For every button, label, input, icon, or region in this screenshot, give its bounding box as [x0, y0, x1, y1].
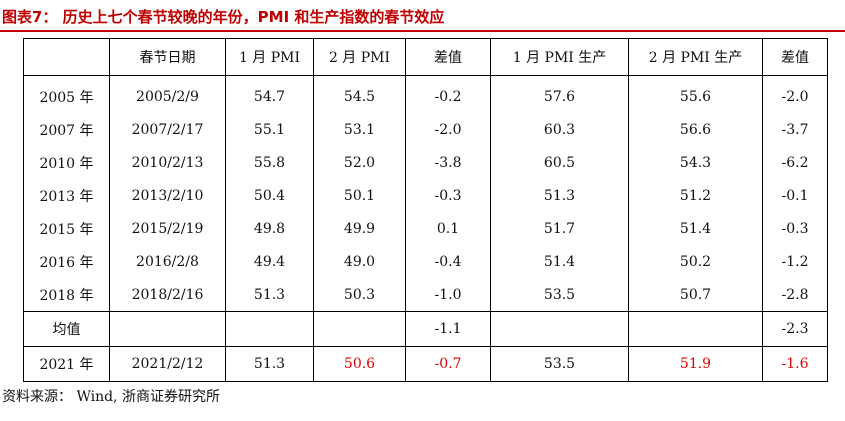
cell-jan-production: 53.5	[490, 278, 629, 312]
cell-year: 2016 年	[23, 245, 110, 278]
cell-jan-production: 51.3	[490, 179, 629, 212]
header-jan-production: 1 月 PMI 生产	[490, 38, 629, 76]
cell-year: 2021 年	[23, 346, 110, 382]
header-spring-date: 春节日期	[109, 38, 226, 76]
cell-jan-production: 51.4	[490, 245, 629, 278]
header-production-diff: 差值	[762, 38, 828, 76]
cell-date: 2007/2/17	[109, 113, 226, 146]
cell-date: 2016/2/8	[109, 245, 226, 278]
cell-jan-pmi: 49.4	[225, 245, 314, 278]
cell-feb-production-highlight: 51.9	[628, 346, 763, 382]
cell-production-diff: -0.1	[762, 179, 828, 212]
header-year	[23, 38, 110, 76]
cell-jan-pmi: 51.3	[225, 278, 314, 312]
cell-feb-production: 50.2	[628, 245, 763, 278]
table-row: 2010 年 2010/2/13 55.8 52.0 -3.8 60.5 54.…	[23, 146, 828, 179]
cell-date: 2018/2/16	[109, 278, 226, 312]
cell-average-pmi-diff: -1.1	[405, 311, 491, 347]
cell-jan-pmi: 50.4	[225, 179, 314, 212]
cell-production-diff-highlight: -1.6	[762, 346, 828, 382]
cell-year: 2007 年	[23, 113, 110, 146]
cell-empty	[628, 311, 763, 347]
header-pmi-diff: 差值	[405, 38, 491, 76]
cell-year: 2010 年	[23, 146, 110, 179]
cell-pmi-diff: -0.2	[405, 75, 491, 113]
cell-pmi-diff: -0.3	[405, 179, 491, 212]
cell-production-diff: -6.2	[762, 146, 828, 179]
cell-average-label: 均值	[23, 311, 110, 347]
cell-average-production-diff: -2.3	[762, 311, 828, 347]
figure-title: 图表7： 历史上七个春节较晚的年份，PMI 和生产指数的春节效应	[2, 8, 445, 26]
pmi-spring-festival-table: 春节日期 1 月 PMI 2 月 PMI 差值 1 月 PMI 生产 2 月 P…	[23, 38, 828, 382]
cell-feb-production: 50.7	[628, 278, 763, 312]
cell-empty	[490, 311, 629, 347]
source-note: 资料来源： Wind, 浙商证券研究所	[2, 389, 220, 405]
cell-jan-production: 60.5	[490, 146, 629, 179]
cell-feb-production: 51.4	[628, 212, 763, 245]
cell-production-diff: -2.8	[762, 278, 828, 312]
cell-production-diff: -3.7	[762, 113, 828, 146]
cell-feb-production: 54.3	[628, 146, 763, 179]
cell-pmi-diff-highlight: -0.7	[405, 346, 491, 382]
cell-pmi-diff: -1.0	[405, 278, 491, 312]
cell-empty	[225, 311, 314, 347]
cell-jan-production: 53.5	[490, 346, 629, 382]
cell-feb-production: 55.6	[628, 75, 763, 113]
cell-production-diff: -1.2	[762, 245, 828, 278]
average-row: 均值 -1.1 -2.3	[23, 311, 828, 347]
cell-date: 2010/2/13	[109, 146, 226, 179]
cell-date: 2013/2/10	[109, 179, 226, 212]
table-row: 2018 年 2018/2/16 51.3 50.3 -1.0 53.5 50.…	[23, 278, 828, 312]
cell-jan-production: 60.3	[490, 113, 629, 146]
cell-pmi-diff: -3.8	[405, 146, 491, 179]
cell-jan-pmi: 55.8	[225, 146, 314, 179]
cell-jan-production: 51.7	[490, 212, 629, 245]
cell-feb-pmi: 50.1	[313, 179, 406, 212]
cell-pmi-diff: -2.0	[405, 113, 491, 146]
cell-production-diff: -2.0	[762, 75, 828, 113]
cell-jan-pmi: 54.7	[225, 75, 314, 113]
header-row: 春节日期 1 月 PMI 2 月 PMI 差值 1 月 PMI 生产 2 月 P…	[23, 38, 828, 76]
cell-feb-production: 56.6	[628, 113, 763, 146]
title-rule	[0, 30, 845, 32]
cell-feb-pmi-highlight: 50.6	[313, 346, 406, 382]
cell-feb-pmi: 50.3	[313, 278, 406, 312]
cell-feb-pmi: 52.0	[313, 146, 406, 179]
cell-empty	[109, 311, 226, 347]
table-row: 2016 年 2016/2/8 49.4 49.0 -0.4 51.4 50.2…	[23, 245, 828, 278]
cell-feb-production: 51.2	[628, 179, 763, 212]
cell-jan-pmi: 55.1	[225, 113, 314, 146]
cell-jan-production: 57.6	[490, 75, 629, 113]
header-jan-pmi: 1 月 PMI	[225, 38, 314, 76]
cell-jan-pmi: 51.3	[225, 346, 314, 382]
cell-year: 2005 年	[23, 75, 110, 113]
current-year-row: 2021 年 2021/2/12 51.3 50.6 -0.7 53.5 51.…	[23, 346, 828, 382]
cell-jan-pmi: 49.8	[225, 212, 314, 245]
cell-pmi-diff: 0.1	[405, 212, 491, 245]
cell-feb-pmi: 53.1	[313, 113, 406, 146]
table-row: 2015 年 2015/2/19 49.8 49.9 0.1 51.7 51.4…	[23, 212, 828, 245]
cell-year: 2018 年	[23, 278, 110, 312]
cell-year: 2013 年	[23, 179, 110, 212]
table-row: 2007 年 2007/2/17 55.1 53.1 -2.0 60.3 56.…	[23, 113, 828, 146]
cell-empty	[313, 311, 406, 347]
cell-pmi-diff: -0.4	[405, 245, 491, 278]
header-feb-pmi: 2 月 PMI	[313, 38, 406, 76]
cell-feb-pmi: 49.9	[313, 212, 406, 245]
cell-date: 2005/2/9	[109, 75, 226, 113]
cell-year: 2015 年	[23, 212, 110, 245]
header-feb-production: 2 月 PMI 生产	[628, 38, 763, 76]
cell-date: 2021/2/12	[109, 346, 226, 382]
cell-feb-pmi: 49.0	[313, 245, 406, 278]
cell-feb-pmi: 54.5	[313, 75, 406, 113]
cell-production-diff: -0.3	[762, 212, 828, 245]
table-row: 2013 年 2013/2/10 50.4 50.1 -0.3 51.3 51.…	[23, 179, 828, 212]
cell-date: 2015/2/19	[109, 212, 226, 245]
table-row: 2005 年 2005/2/9 54.7 54.5 -0.2 57.6 55.6…	[23, 75, 828, 113]
